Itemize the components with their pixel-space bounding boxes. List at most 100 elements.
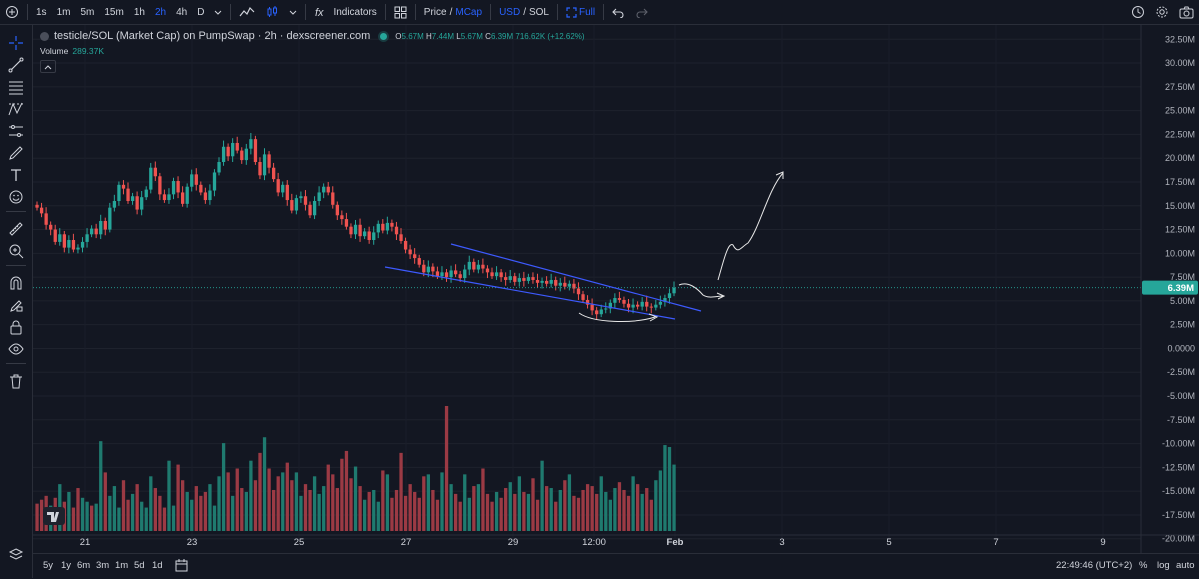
volume-bar	[181, 480, 185, 531]
clock-readout[interactable]: 22:49:46 (UTC+2)	[1056, 560, 1133, 571]
candle	[476, 264, 481, 270]
candle	[494, 272, 499, 277]
stay-in-drawing-icon[interactable]	[6, 295, 26, 315]
volume-bar	[504, 488, 508, 531]
volume-bar	[599, 476, 603, 531]
range-1y[interactable]: 1y	[61, 560, 72, 571]
volume-bar	[158, 495, 162, 531]
symbol-dot-icon	[40, 31, 49, 41]
text-icon[interactable]	[6, 165, 26, 185]
candle	[67, 240, 71, 248]
calendar-icon[interactable]	[175, 558, 189, 575]
undo-icon[interactable]	[607, 0, 630, 24]
replay-clock-icon[interactable]	[1126, 0, 1150, 24]
trend-line-icon[interactable]	[6, 55, 26, 75]
range-6m[interactable]: 6m	[77, 560, 91, 571]
interval-15m[interactable]: 15m	[104, 6, 124, 18]
candle	[613, 298, 617, 303]
sol-toggle[interactable]: SOL	[528, 6, 549, 18]
range-3m[interactable]: 3m	[96, 560, 110, 571]
price-chart[interactable]: 32.50M30.00M27.50M25.00M22.50M20.00M17.5…	[33, 25, 1199, 553]
camera-icon[interactable]	[1174, 0, 1199, 24]
candle	[408, 249, 412, 255]
fib-lines-icon[interactable]	[6, 77, 26, 97]
x-tick-label: 27	[401, 537, 412, 548]
usd-toggle[interactable]: USD	[499, 6, 521, 18]
candle	[249, 139, 253, 149]
y-tick-label: -5.00M	[1167, 391, 1195, 401]
volume-bar	[221, 443, 226, 531]
settings-gear-icon[interactable]	[1150, 0, 1174, 24]
divider	[6, 363, 26, 364]
interval-1s[interactable]: 1s	[36, 6, 47, 18]
x-tick-label: 5	[886, 537, 891, 548]
volume-bar	[190, 499, 194, 531]
percent-toggle[interactable]: %	[1139, 560, 1148, 571]
range-1d[interactable]: 1d	[152, 560, 163, 571]
volume-bar	[435, 499, 440, 531]
candle	[349, 226, 353, 235]
volume-bar	[262, 437, 267, 531]
object-tree-icon[interactable]	[6, 545, 26, 565]
volume-bar	[463, 474, 467, 531]
volume-bar	[485, 493, 490, 531]
interval-D[interactable]: D	[197, 6, 205, 18]
interval-1h[interactable]: 1h	[133, 6, 145, 18]
range-5d[interactable]: 5d	[134, 560, 145, 571]
emoji-icon[interactable]	[6, 187, 26, 207]
indicators-icon[interactable]: fx	[309, 0, 333, 24]
redo-icon[interactable]	[630, 0, 653, 24]
fullscreen-icon[interactable]	[561, 0, 579, 24]
candle	[258, 161, 262, 176]
brush-icon[interactable]	[6, 143, 26, 163]
log-toggle[interactable]: log	[1157, 560, 1170, 571]
full-button[interactable]: Full	[578, 6, 596, 18]
interval-2h[interactable]: 2h	[154, 6, 167, 18]
zoom-in-icon[interactable]	[6, 241, 26, 261]
volume-bar	[308, 489, 312, 531]
candle	[130, 196, 135, 201]
ruler-icon[interactable]	[6, 219, 26, 239]
add-symbol-icon[interactable]	[0, 0, 24, 24]
volume-bar	[585, 484, 590, 531]
volume-bar	[576, 497, 581, 531]
interval-5m[interactable]: 5m	[80, 6, 95, 18]
volume-bar	[672, 464, 676, 531]
volume-bar	[608, 499, 612, 531]
collapse-legend-button[interactable]	[40, 60, 56, 73]
indicators-button[interactable]: Indicators	[333, 6, 377, 18]
wedge-upper-trendline	[450, 243, 702, 312]
eye-icon[interactable]	[6, 339, 26, 359]
pattern-icon[interactable]	[6, 99, 26, 119]
volume-bar	[331, 474, 335, 531]
volume-bar	[162, 507, 167, 531]
range-5y[interactable]: 5y	[43, 560, 54, 571]
divider	[384, 4, 386, 20]
candle	[467, 261, 471, 270]
chevron-down-icon[interactable]	[209, 0, 227, 24]
magnet-icon[interactable]	[6, 273, 26, 293]
volume-bar	[640, 493, 644, 531]
candle	[126, 188, 130, 201]
candle	[340, 215, 344, 220]
layout-grid-icon[interactable]	[389, 0, 412, 24]
volume-bar	[645, 488, 649, 531]
lock-icon[interactable]	[6, 317, 26, 337]
price-toggle[interactable]: Price	[423, 6, 447, 18]
auto-toggle[interactable]: auto	[1176, 560, 1195, 571]
candles-icon[interactable]	[260, 0, 284, 24]
crosshair-icon[interactable]	[6, 33, 26, 53]
interval-1m[interactable]: 1m	[56, 6, 71, 18]
candle	[317, 192, 321, 201]
range-1m[interactable]: 1m	[115, 560, 129, 571]
forecast-icon[interactable]	[6, 121, 26, 141]
candle	[499, 272, 503, 278]
volume-bar	[272, 489, 276, 531]
candle	[208, 190, 212, 201]
interval-4h[interactable]: 4h	[176, 6, 188, 18]
mcap-toggle[interactable]: MCap	[455, 6, 483, 18]
trash-icon[interactable]	[6, 371, 26, 391]
candle	[194, 174, 198, 185]
line-chart-icon[interactable]	[234, 0, 260, 24]
chevron-down-icon[interactable]	[284, 0, 302, 24]
